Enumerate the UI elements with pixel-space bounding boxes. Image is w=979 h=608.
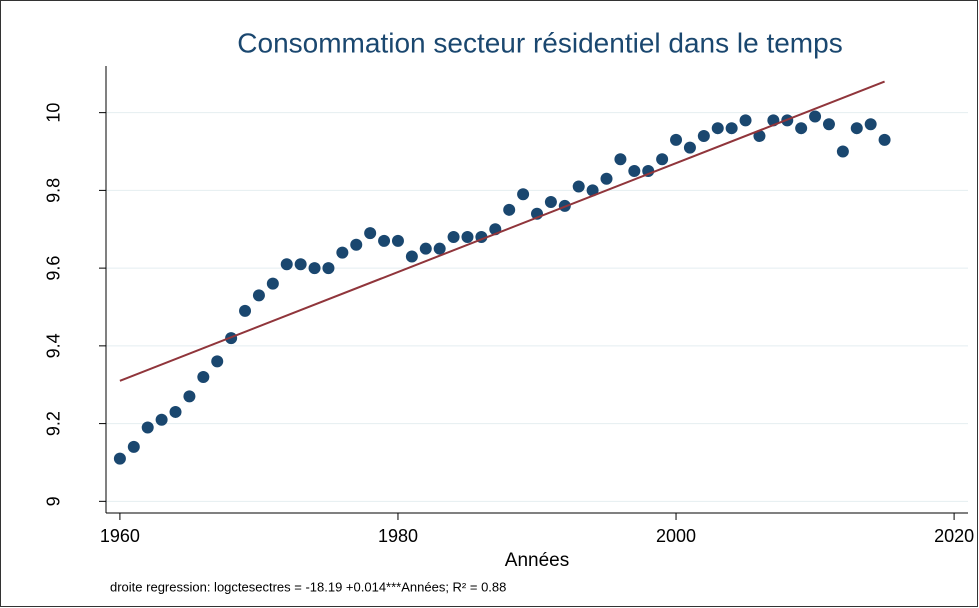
note: droite regression: logctesectres = -18.1… xyxy=(110,579,506,594)
point xyxy=(517,188,530,201)
point xyxy=(822,118,835,131)
point xyxy=(211,355,224,368)
point xyxy=(294,258,307,271)
point xyxy=(725,122,738,135)
point xyxy=(461,231,474,244)
point xyxy=(809,110,822,123)
point xyxy=(419,242,432,255)
y-tick-label: 9.4 xyxy=(44,333,64,358)
x-tick-label: 2020 xyxy=(934,526,974,546)
y-tick-label: 10 xyxy=(44,103,64,123)
y-tick-label: 9.6 xyxy=(44,256,64,281)
point xyxy=(656,153,669,166)
y-tick-label: 9 xyxy=(44,496,64,506)
point xyxy=(127,440,140,453)
point xyxy=(141,421,154,434)
x-axis-label: Années xyxy=(505,550,569,571)
point xyxy=(447,231,460,244)
point xyxy=(280,258,293,271)
point xyxy=(572,180,585,193)
point xyxy=(544,196,557,209)
point xyxy=(600,172,613,185)
point xyxy=(405,250,418,263)
y-tick-label: 9.8 xyxy=(44,178,64,203)
point xyxy=(364,227,377,240)
point xyxy=(155,413,168,426)
point xyxy=(308,262,321,275)
point xyxy=(739,114,752,127)
point xyxy=(670,133,683,146)
chart-title: Consommation secteur résidentiel dans le… xyxy=(237,27,842,58)
point xyxy=(239,304,252,317)
point xyxy=(266,277,279,290)
point xyxy=(586,184,599,197)
y-tick-label: 9.2 xyxy=(44,411,64,436)
point xyxy=(183,390,196,403)
point xyxy=(336,246,349,259)
point xyxy=(614,153,627,166)
x-tick-label: 1960 xyxy=(100,526,140,546)
point xyxy=(836,145,849,158)
point xyxy=(391,234,404,247)
x-tick-label: 2000 xyxy=(656,526,696,546)
point xyxy=(795,122,808,135)
point xyxy=(753,129,766,142)
point xyxy=(864,118,877,131)
point xyxy=(378,234,391,247)
point xyxy=(350,238,363,251)
point xyxy=(169,405,182,418)
x-tick-label: 1980 xyxy=(378,526,418,546)
point xyxy=(322,262,335,275)
point xyxy=(113,452,126,465)
point xyxy=(433,242,446,255)
point xyxy=(711,122,724,135)
point xyxy=(252,289,265,302)
point xyxy=(197,370,210,383)
point xyxy=(628,164,641,177)
point xyxy=(683,141,696,154)
point xyxy=(878,133,891,146)
fit-line xyxy=(119,80,885,382)
point xyxy=(503,203,516,216)
point xyxy=(850,122,863,135)
point xyxy=(697,129,710,142)
